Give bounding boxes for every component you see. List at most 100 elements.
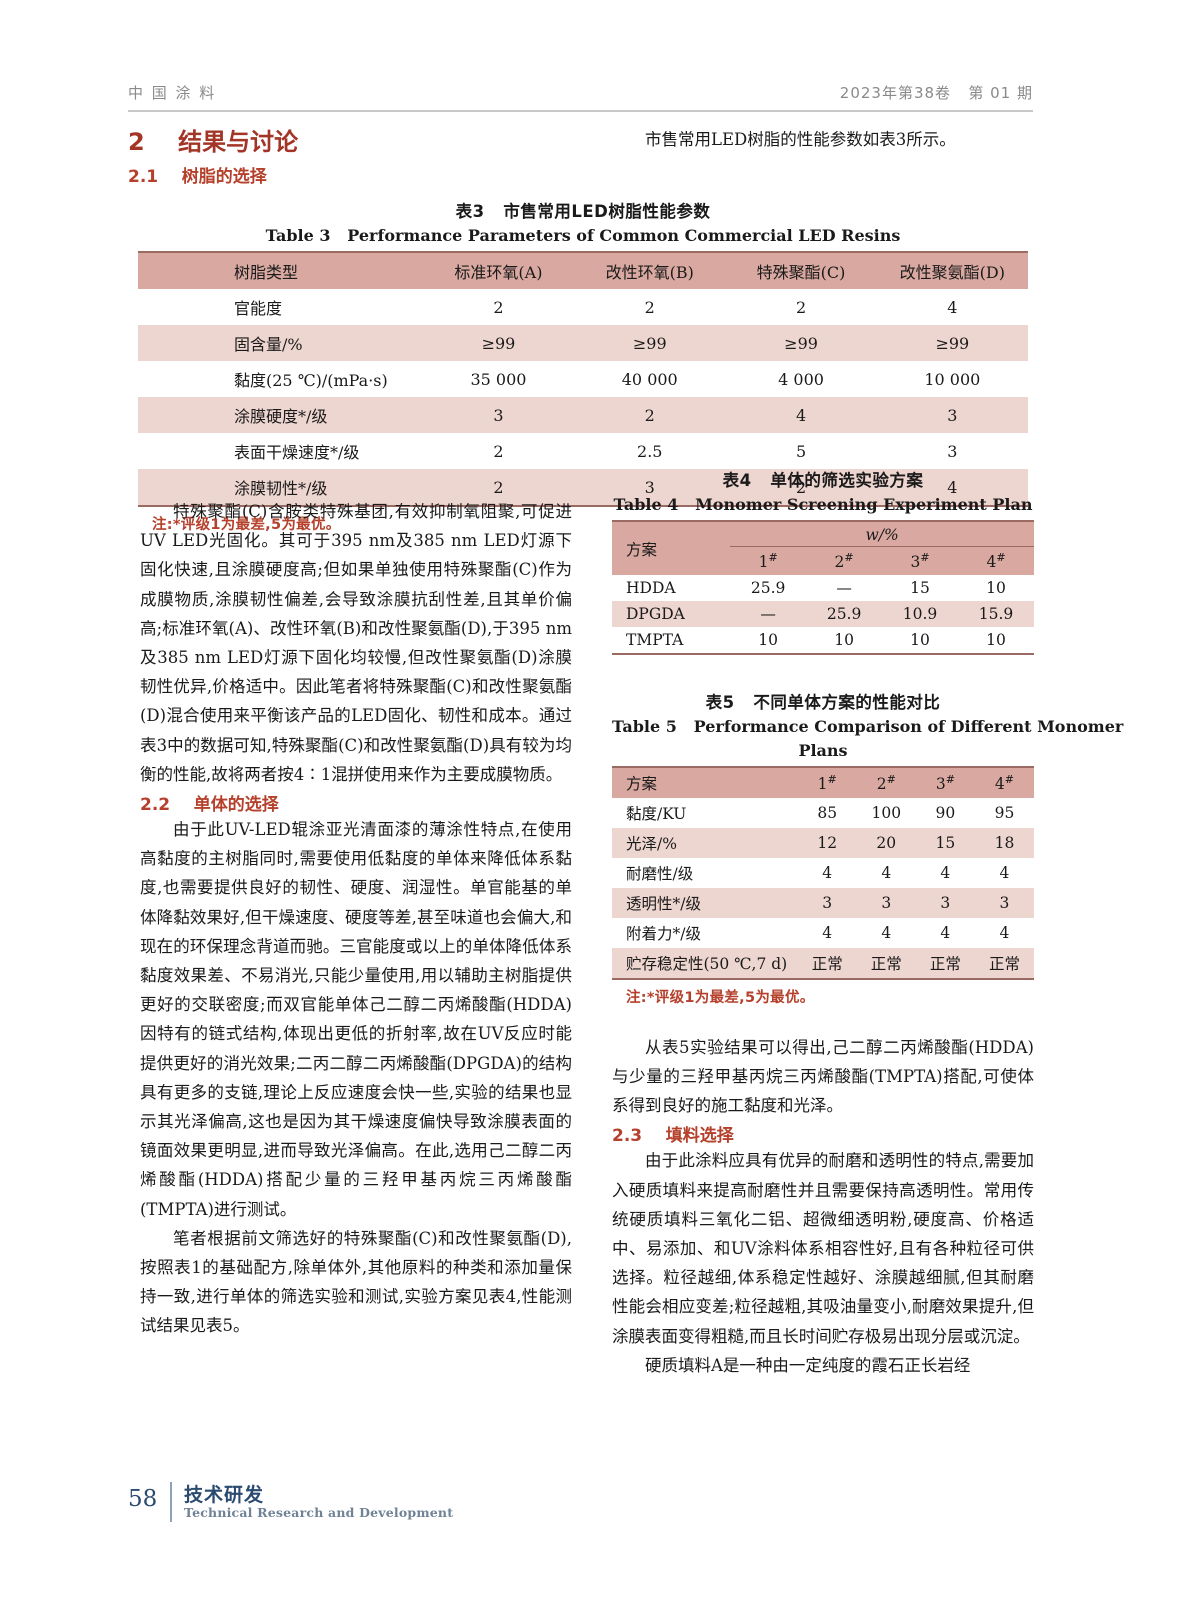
table-4-group-header: w/% bbox=[730, 521, 1034, 548]
table-3-cell-5-2: 2 bbox=[795, 477, 807, 497]
table-5-cell-2-1: 4 bbox=[881, 863, 892, 882]
table-5-cell-4-2: 4 bbox=[940, 923, 951, 942]
table-row: 官能度 2 2 2 4 bbox=[138, 289, 1028, 326]
paragraph-resin-selection: 特殊聚酯(C)含胺类特殊基团,有效抑制氧阻聚,可促进UV LED光固化。其可于3… bbox=[140, 502, 572, 784]
table-3-block: 表3 市售常用LED树脂性能参数 Table 3 Performance Par… bbox=[138, 200, 1028, 534]
col-suffix: # bbox=[886, 772, 896, 786]
paragraph-table5-result: 从表5实验结果可以得出,己二醇二丙烯酸酯(HDDA)与少量的三羟甲基丙烷三丙烯酸… bbox=[612, 1037, 1034, 1116]
table-3-cell-2-3: 10 000 bbox=[924, 369, 981, 389]
table-5-cell-3-0: 3 bbox=[822, 893, 833, 912]
table-3-cell-0-1: 2 bbox=[644, 297, 655, 317]
table-5-cell-1-1: 20 bbox=[876, 833, 897, 852]
table-4-col-4: 4# bbox=[986, 551, 1006, 572]
table-3-cell-0-3: 4 bbox=[947, 297, 958, 317]
table-row: TMPTA 10 10 10 10 bbox=[612, 627, 1034, 655]
footer-section-cn: 技术研发 bbox=[184, 1484, 265, 1506]
table-4-cell-2-3: 10 bbox=[986, 631, 1006, 650]
table-3-cell-0-0: 2 bbox=[493, 297, 504, 317]
table-4-cell-2-1: 10 bbox=[834, 631, 854, 650]
table-5-col-4: 4# bbox=[994, 772, 1014, 793]
paragraph-monomer-2: 笔者根据前文筛选好的特殊聚酯(C)和改性聚氨酯(D),按照表1的基础配方,除单体… bbox=[140, 1228, 572, 1336]
table-5-cell-0-0: 85 bbox=[817, 803, 838, 822]
table-5-row-2-label: 耐磨性/级 bbox=[626, 864, 694, 883]
table-3-cell-2-2: 4 000 bbox=[778, 369, 824, 389]
left-column: 特殊聚酯(C)含胺类特殊基团,有效抑制氧阻聚,可促进UV LED光固化。其可于3… bbox=[140, 497, 572, 1341]
table-5-row-5-label: 贮存稳定性(50 ℃,7 d) bbox=[626, 954, 788, 973]
paragraph-monomer-1: 由于此UV-LED辊涂亚光清面漆的薄涂性特点,在使用高黏度的主树脂同时,需要使用… bbox=[140, 820, 572, 1219]
table-5-row-3-label: 透明性*/级 bbox=[626, 894, 701, 913]
table-row: 附着力*/级 4 4 4 4 bbox=[612, 917, 1034, 948]
table-5-cell-5-3: 正常 bbox=[988, 954, 1020, 973]
table-3-row-3-label: 涂膜硬度*/级 bbox=[234, 407, 328, 427]
table-4-cell-2-0: 10 bbox=[758, 631, 778, 650]
table-3-cell-5-1: 3 bbox=[644, 477, 655, 497]
col-suffix: # bbox=[1004, 772, 1014, 786]
table-row: 黏度(25 ℃)/(mPa·s) 35 000 40 000 4 000 10 … bbox=[138, 361, 1028, 398]
table-row: 贮存稳定性(50 ℃,7 d) 正常 正常 正常 正常 bbox=[612, 947, 1034, 979]
table-5-cell-4-3: 4 bbox=[999, 923, 1010, 942]
journal-name: 中 国 涂 料 bbox=[128, 84, 217, 102]
table-5-corner-label: 方案 bbox=[626, 774, 658, 793]
table-4-cell-0-3: 10 bbox=[986, 579, 1006, 598]
table-5-row-4-label: 附着力*/级 bbox=[626, 924, 701, 943]
table-5-caption-en: Table 5 Performance Comparison of Differ… bbox=[612, 717, 1124, 737]
table-row: 表面干燥速度*/级 2 2.5 5 3 bbox=[138, 433, 1028, 470]
table-3-cell-5-0: 2 bbox=[493, 477, 504, 497]
table-5-cell-5-2: 正常 bbox=[929, 954, 961, 973]
table-5-col-2: 2# bbox=[876, 772, 896, 793]
table-4-block: 表4 单体的筛选实验方案 Table 4 Monomer Screening E… bbox=[612, 469, 1034, 655]
table-5-cell-4-0: 4 bbox=[822, 923, 833, 942]
table-5-cell-0-1: 100 bbox=[871, 803, 902, 822]
table-3-col-2: 改性环氧(B) bbox=[605, 263, 694, 283]
table-4-col-1: 1# bbox=[758, 551, 778, 572]
table-3-row-5-label: 涂膜韧性*/级 bbox=[234, 479, 328, 499]
col-suffix: # bbox=[996, 551, 1006, 565]
table-4-cell-1-0: — bbox=[760, 605, 776, 624]
table-4-row-1-label: DPGDA bbox=[626, 605, 685, 624]
table-4-row-2-label: TMPTA bbox=[626, 631, 684, 650]
table-3-col-0: 树脂类型 bbox=[234, 263, 299, 283]
table-3-row-2-label: 黏度(25 ℃)/(mPa·s) bbox=[234, 371, 388, 391]
table-4-group-header-row: 方案 w/% bbox=[612, 521, 1034, 559]
table-4-col-3: 3# bbox=[910, 551, 930, 572]
table-3-cell-2-0: 35 000 bbox=[470, 369, 527, 389]
section-heading-2-3: 2.3 填料选择 bbox=[612, 1126, 734, 1147]
table-4: 方案 w/% 1# 2# 3# 4# HDDA 25.9 — 15 10 bbox=[612, 520, 1034, 655]
table-5-cell-1-0: 12 bbox=[817, 833, 838, 852]
table-3-caption-cn: 表3 市售常用LED树脂性能参数 bbox=[455, 202, 711, 221]
table-3-caption-en: Table 3 Performance Parameters of Common… bbox=[265, 225, 901, 245]
table-3-col-1: 标准环氧(A) bbox=[454, 263, 543, 283]
section-heading-2: 2 结果与讨论 bbox=[128, 128, 299, 156]
table-row: 透明性*/级 3 3 3 3 bbox=[612, 887, 1034, 918]
table-4-cell-1-3: 15.9 bbox=[978, 605, 1014, 624]
table-row: 耐磨性/级 4 4 4 4 bbox=[612, 857, 1034, 888]
section-heading-2-2: 2.2 单体的选择 bbox=[140, 795, 279, 816]
table-3-caption: 表3 市售常用LED树脂性能参数 Table 3 Performance Par… bbox=[138, 200, 1028, 247]
table-5-row-0-label: 黏度/KU bbox=[626, 804, 687, 823]
table-5-block: 表5 不同单体方案的性能对比 Table 5 Performance Compa… bbox=[612, 691, 1124, 1006]
section-heading-2-1: 2.1 树脂的选择 bbox=[128, 167, 267, 187]
paragraph-filler-1: 由于此涂料应具有优异的耐磨和透明性的特点,需要加入硬质填料来提高耐磨性并且需要保… bbox=[612, 1151, 1034, 1346]
page-number: 58 bbox=[128, 1486, 158, 1512]
table-4-row-0-label: HDDA bbox=[626, 579, 676, 598]
table-3-col-3: 特殊聚酯(C) bbox=[756, 263, 846, 283]
table-row: DPGDA — 25.9 10.9 15.9 bbox=[612, 601, 1034, 628]
running-head-rule bbox=[128, 110, 1033, 112]
table-3-cell-3-1: 2 bbox=[644, 405, 655, 425]
table-5-cell-3-2: 3 bbox=[940, 893, 951, 912]
table-row: 黏度/KU 85 100 90 95 bbox=[612, 797, 1034, 828]
table-5-cell-2-3: 4 bbox=[999, 863, 1010, 882]
table-row: 光泽/% 12 20 15 18 bbox=[612, 827, 1034, 858]
table-3-cell-2-1: 40 000 bbox=[621, 369, 678, 389]
table-5-caption: 表5 不同单体方案的性能对比 Table 5 Performance Compa… bbox=[612, 691, 1124, 761]
issue-info: 2023年第38卷 第 01 期 bbox=[839, 84, 1033, 102]
table-5-header-row: 方案 1# 2# 3# 4# bbox=[612, 766, 1034, 798]
table-3-cell-1-0: ≥99 bbox=[481, 333, 516, 353]
table-3-cell-0-2: 2 bbox=[795, 297, 807, 317]
running-head: 中 国 涂 料 2023年第38卷 第 01 期 bbox=[128, 82, 1033, 112]
table-5-cell-3-3: 3 bbox=[999, 893, 1010, 912]
table-3-cell-4-0: 2 bbox=[493, 441, 504, 461]
table-5-caption-cn: 表5 不同单体方案的性能对比 bbox=[705, 693, 941, 713]
table-4-caption-en: Table 4 Monomer Screening Experiment Pla… bbox=[613, 495, 1033, 515]
